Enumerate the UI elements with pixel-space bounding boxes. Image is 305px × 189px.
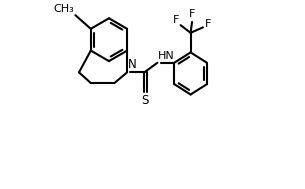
Text: F: F	[205, 19, 212, 29]
Text: HN: HN	[157, 51, 174, 61]
Text: N: N	[128, 58, 137, 71]
Text: F: F	[189, 9, 195, 19]
Text: CH₃: CH₃	[53, 4, 74, 14]
Text: S: S	[142, 94, 149, 107]
Text: F: F	[173, 15, 179, 25]
